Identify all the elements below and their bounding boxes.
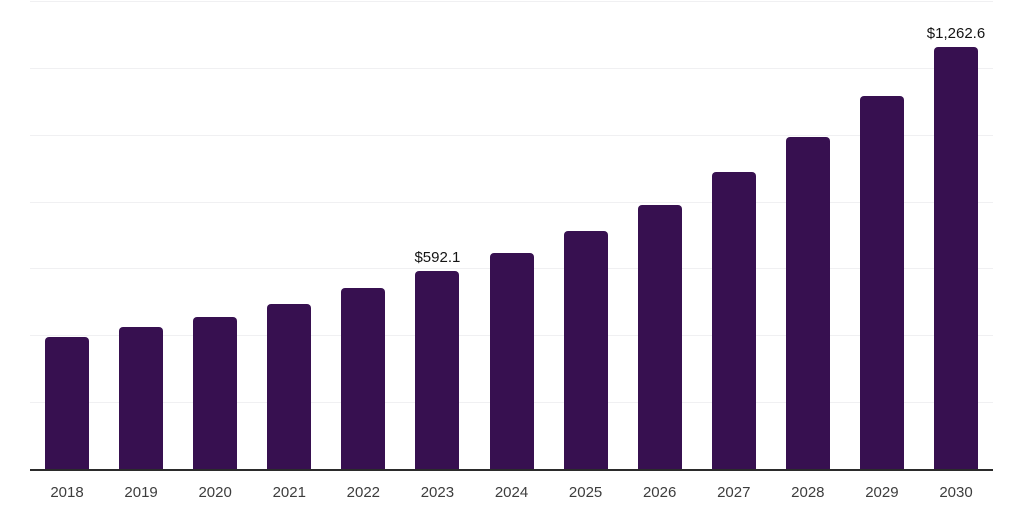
bar-2021 (267, 303, 312, 469)
data-label-2023: $592.1 (414, 249, 461, 267)
data-label-2030: $1,262.6 (926, 24, 986, 42)
bar-2020 (193, 316, 238, 469)
x-tick-2021: 2021 (272, 484, 306, 501)
gridline-1200 (30, 67, 993, 69)
x-tick-2026: 2026 (642, 484, 677, 501)
bar-2024 (489, 253, 534, 469)
x-tick-2029: 2029 (865, 484, 899, 501)
bar-2019 (119, 327, 164, 469)
plot-area: $592.1 $1,262.6 (30, 1, 993, 469)
gridline-1400 (30, 1, 993, 2)
x-tick-2030: 2030 (939, 484, 973, 501)
bar-2027 (711, 171, 756, 469)
x-tick-2019: 2019 (124, 484, 158, 501)
x-tick-2028: 2028 (791, 484, 825, 501)
bar-2025 (563, 231, 608, 469)
gridline-800 (30, 201, 993, 203)
x-tick-2023: 2023 (420, 484, 455, 501)
x-tick-2024: 2024 (494, 484, 529, 501)
bar-2023 (415, 271, 460, 469)
bar-2029 (859, 95, 904, 469)
gridline-1000 (30, 134, 993, 136)
bar-2018 (45, 337, 89, 469)
x-tick-2018: 2018 (50, 484, 84, 501)
bar-2022 (341, 288, 386, 469)
x-axis-line (30, 469, 993, 471)
bar-2026 (637, 204, 682, 469)
bar-2030 (934, 46, 978, 469)
x-tick-2027: 2027 (717, 484, 751, 501)
x-tick-2025: 2025 (568, 484, 603, 501)
x-tick-2020: 2020 (198, 484, 232, 501)
x-tick-2022: 2022 (346, 484, 381, 501)
bar-2028 (785, 136, 830, 469)
